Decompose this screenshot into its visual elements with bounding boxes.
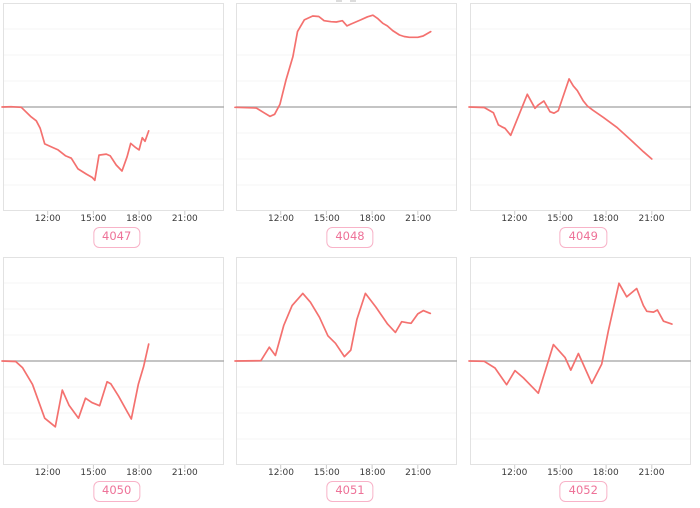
chart-panel: 12:00 15:00 18:00 21:00 4048 xyxy=(233,0,466,254)
x-axis-tick-label: 15:00 xyxy=(313,214,340,224)
x-axis-tick-label: 18:00 xyxy=(126,468,153,478)
data-line xyxy=(1,105,150,182)
data-line xyxy=(1,343,150,428)
x-axis-tick-label: 18:00 xyxy=(592,468,619,478)
plot-area[interactable] xyxy=(234,3,458,215)
x-axis-tick-label: 21:00 xyxy=(405,214,432,224)
plot-area[interactable] xyxy=(467,3,691,215)
data-line xyxy=(234,14,432,118)
chart-id-badge[interactable]: 4049 xyxy=(559,227,607,248)
x-axis-tick-label: 18:00 xyxy=(126,214,153,224)
x-axis-tick-label: 15:00 xyxy=(80,214,107,224)
chart-panel: 12:00 15:00 18:00 21:00 4051 xyxy=(233,254,466,508)
x-axis-tick-label: 12:00 xyxy=(268,468,294,478)
chart-panel: 12:00 15:00 18:00 21:00 4050 xyxy=(0,254,233,508)
plot-area[interactable] xyxy=(1,257,224,469)
x-axis-tick-label: 21:00 xyxy=(405,468,432,478)
x-axis-tick-label: 12:00 xyxy=(501,214,528,224)
x-axis-tick-label: 21:00 xyxy=(638,214,665,224)
chart-id-badge[interactable]: 4047 xyxy=(93,227,141,248)
data-line xyxy=(234,292,432,362)
chart-panel: 12:00 15:00 18:00 21:00 4052 xyxy=(467,254,700,508)
x-axis-tick-label: 21:00 xyxy=(171,468,198,478)
x-axis-tick-label: 12:00 xyxy=(34,214,61,224)
data-line xyxy=(467,282,673,395)
x-axis-tick-label: 15:00 xyxy=(547,468,574,478)
chart-id-badge[interactable]: 4051 xyxy=(326,481,374,502)
plot-area[interactable] xyxy=(1,3,224,215)
x-axis-tick-label: 21:00 xyxy=(171,214,198,224)
chart-id-badge[interactable]: 4050 xyxy=(93,481,141,502)
x-axis-tick-label: 18:00 xyxy=(592,214,619,224)
x-axis-tick-label: 18:00 xyxy=(359,468,386,478)
x-axis-tick-label: 15:00 xyxy=(80,468,107,478)
chart-panel: 12:00 15:00 18:00 21:00 4047 xyxy=(0,0,233,254)
data-line xyxy=(467,78,653,160)
cropped-title-fragment xyxy=(336,0,364,2)
x-axis-tick-label: 15:00 xyxy=(313,468,340,478)
x-axis-tick-label: 12:00 xyxy=(34,468,61,478)
plot-area[interactable] xyxy=(467,257,691,469)
chart-id-badge[interactable]: 4048 xyxy=(326,227,374,248)
x-axis-tick-label: 12:00 xyxy=(268,214,294,224)
x-axis-tick-label: 15:00 xyxy=(547,214,574,224)
chart-id-badge[interactable]: 4052 xyxy=(559,481,607,502)
chart-panel: 12:00 15:00 18:00 21:00 4049 xyxy=(467,0,700,254)
x-axis-tick-label: 18:00 xyxy=(359,214,386,224)
plot-area[interactable] xyxy=(234,257,458,469)
x-axis-tick-label: 21:00 xyxy=(638,468,665,478)
x-axis-tick-label: 12:00 xyxy=(501,468,528,478)
